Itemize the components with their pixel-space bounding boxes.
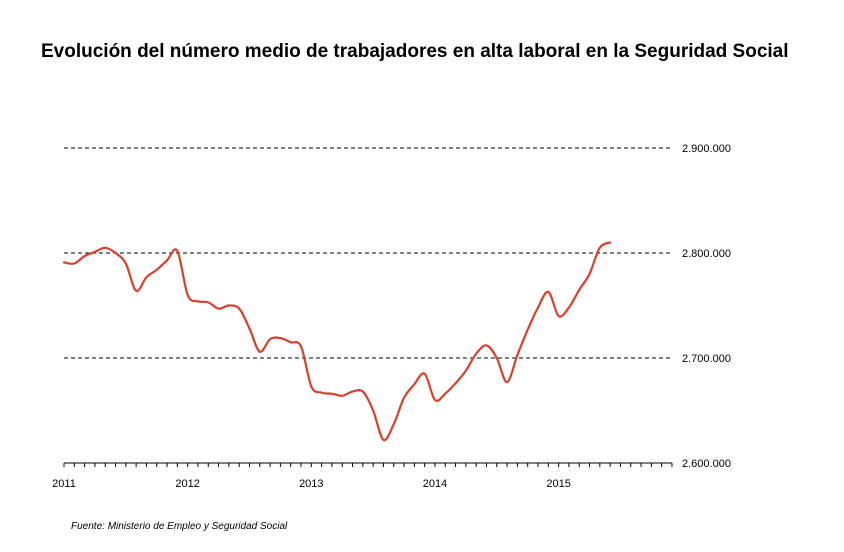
gridlines: [64, 147, 672, 359]
x-tick-label-2014: 2014: [423, 478, 447, 490]
series-group: [62, 241, 612, 442]
x-tick-label-2012: 2012: [175, 478, 199, 490]
y-tick-label-1: 2.700.000: [682, 353, 731, 365]
y-tick-labels: 2.600.000 2.700.000 2.800.000 2.900.000: [682, 143, 731, 470]
y-tick-label-2: 2.800.000: [682, 248, 731, 260]
source-note: Fuente: Ministerio de Empleo y Seguridad…: [71, 521, 288, 532]
y-tick-label-3: 2.900.000: [682, 143, 731, 155]
series-line-0: [62, 241, 612, 442]
y-tick-label-0: 2.600.000: [682, 458, 731, 470]
x-axis: [63, 462, 673, 467]
x-tick-label-2011: 2011: [52, 478, 76, 490]
x-tick-label-2015: 2015: [546, 478, 570, 490]
chart-title: Evolución del número medio de trabajador…: [41, 41, 789, 62]
x-tick-label-2013: 2013: [299, 478, 323, 490]
x-tick-labels: 2011 2012 2013 2014 2015: [52, 478, 571, 490]
